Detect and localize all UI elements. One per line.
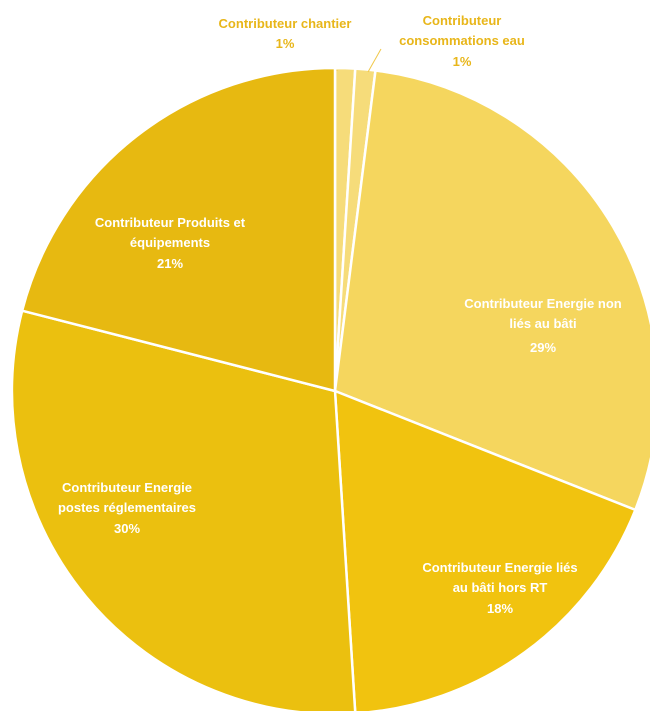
slice-value-label: 30% bbox=[114, 521, 140, 536]
slice-label: Contributeur consommations eau 1% bbox=[399, 13, 525, 69]
pie-slice bbox=[10, 309, 357, 711]
slice-label: Contributeur Energie liés au bâti hors RT… bbox=[422, 560, 577, 616]
slice-value-label: 1% bbox=[276, 36, 295, 51]
slice-value-label: 1% bbox=[453, 54, 472, 69]
slice-category-label: Contributeur Energie liés au bâti hors RT bbox=[422, 560, 577, 595]
leader-line bbox=[367, 48, 382, 73]
slice-category-label: Contributeur chantier bbox=[219, 16, 352, 31]
slice-label: Contributeur chantier 1% bbox=[219, 16, 352, 51]
slice-label: Contributeur Energie non liés au bâti 29% bbox=[464, 296, 622, 355]
slice-category-label: Contributeur Energie postes réglementaire… bbox=[58, 480, 196, 515]
pie-slice bbox=[333, 69, 650, 512]
slice-label: Contributeur Produits et équipements 21% bbox=[95, 215, 246, 271]
pie-slices bbox=[10, 66, 650, 711]
slice-label: Contributeur Energie postes réglementaire… bbox=[58, 480, 196, 536]
slice-value-label: 21% bbox=[157, 256, 183, 271]
slice-value-label: 18% bbox=[487, 601, 513, 616]
slice-category-label: Contributeur consommations eau bbox=[399, 13, 525, 48]
slice-category-label: Contributeur Produits et équipements bbox=[95, 215, 246, 250]
pie-slice bbox=[333, 389, 637, 711]
slice-category-label: Contributeur Energie non liés au bâti bbox=[464, 296, 622, 331]
slice-value-label: 29% bbox=[530, 340, 556, 355]
pie-slice bbox=[20, 66, 337, 393]
